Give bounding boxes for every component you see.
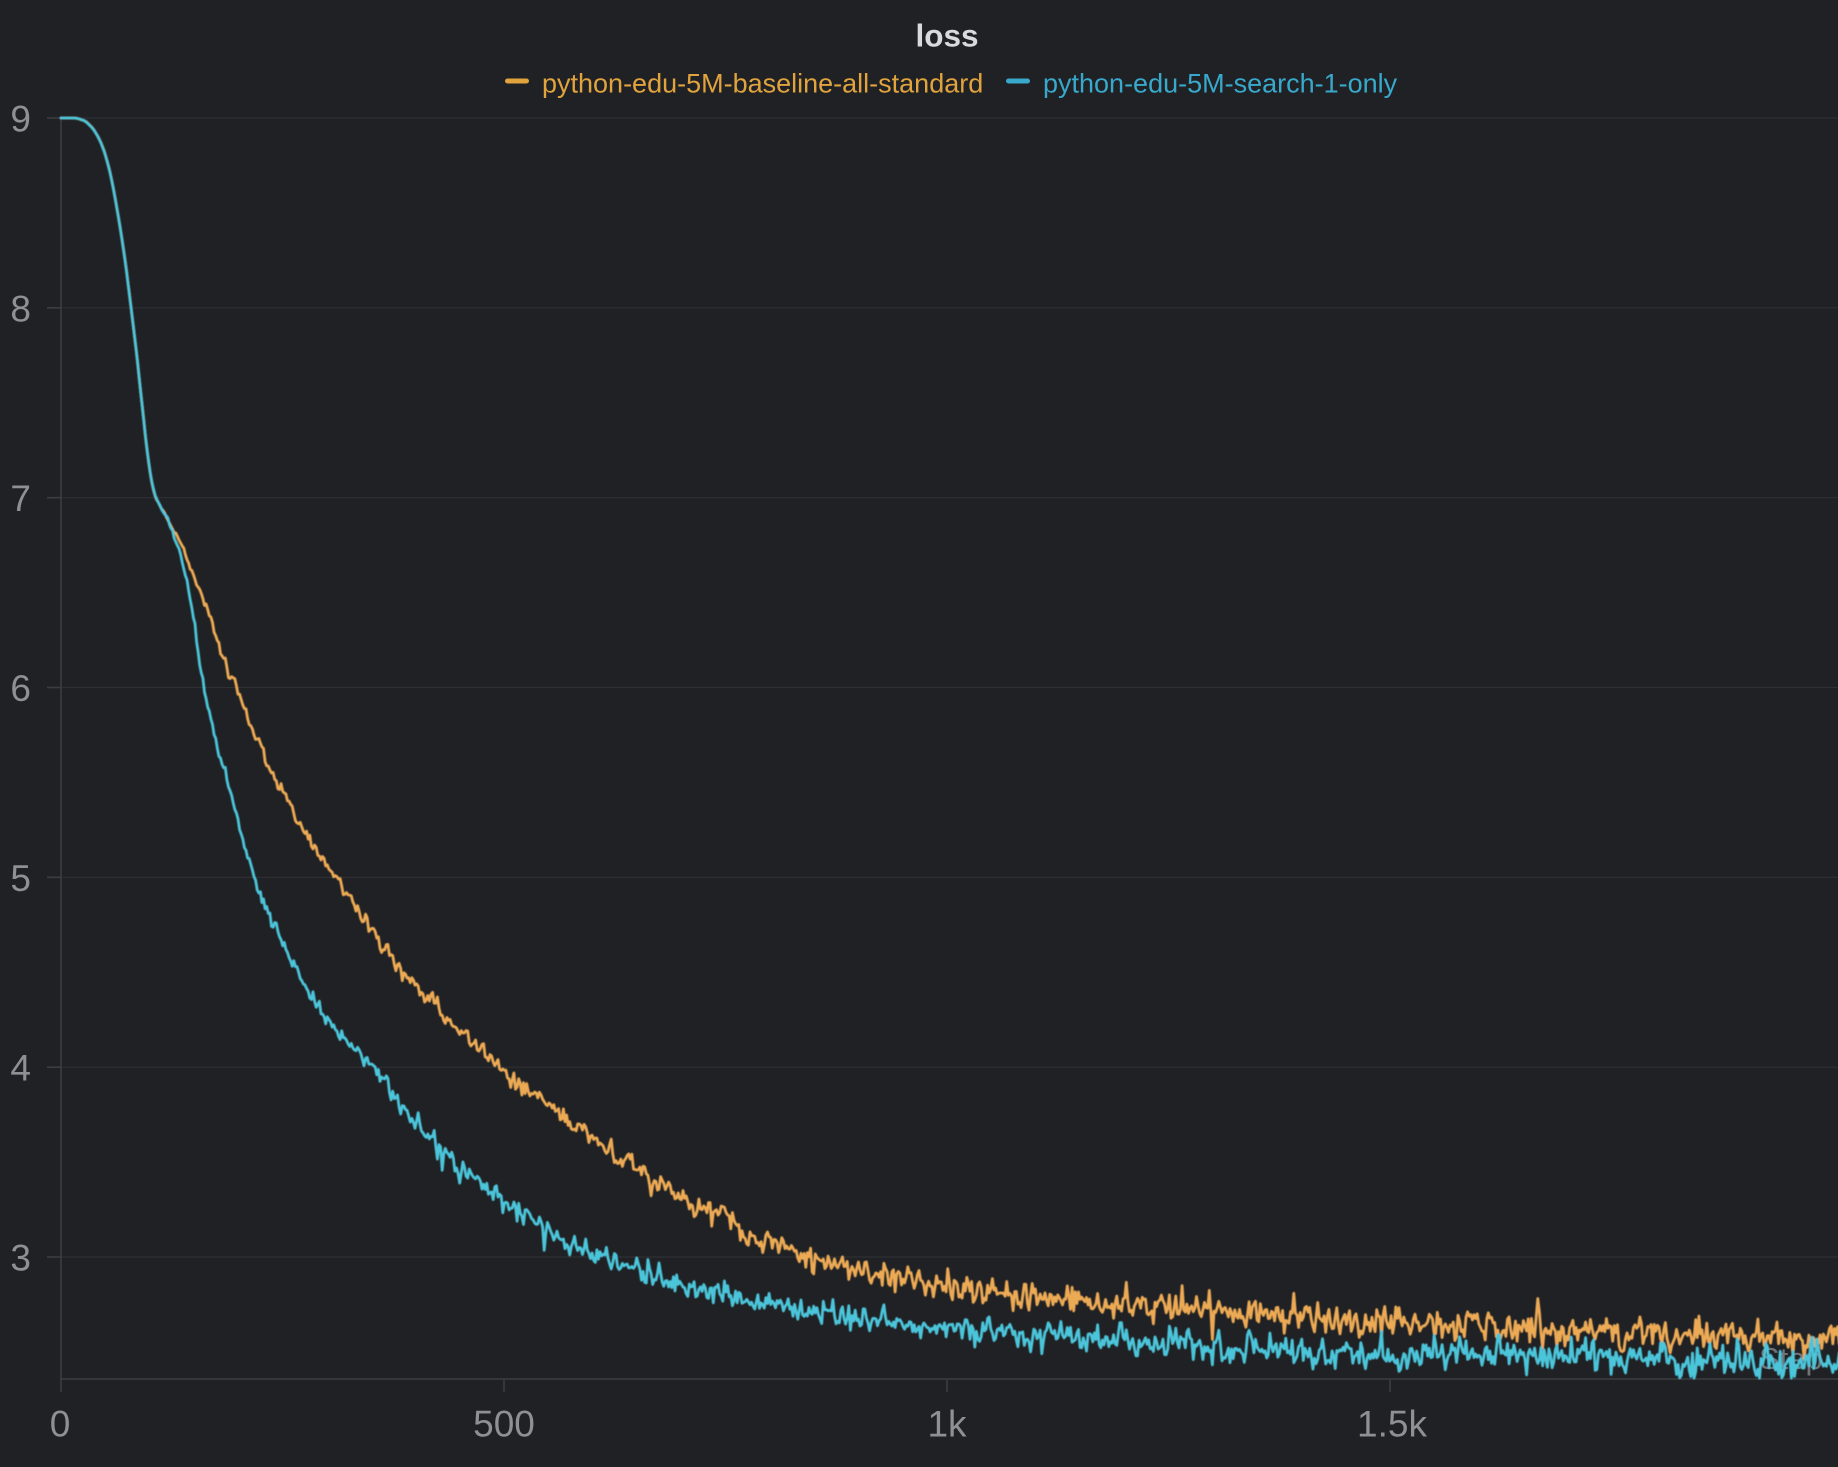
svg-text:4: 4 [10,1048,31,1089]
svg-text:1k: 1k [927,1404,967,1445]
svg-text:python-edu-5M-baseline-all-sta: python-edu-5M-baseline-all-standard [542,69,983,99]
svg-text:1.5k: 1.5k [1357,1404,1427,1445]
svg-text:500: 500 [473,1404,535,1445]
svg-text:9: 9 [10,99,31,140]
svg-text:6: 6 [10,668,31,709]
svg-text:python-edu-5M-search-1-only: python-edu-5M-search-1-only [1043,69,1398,99]
svg-text:3: 3 [10,1238,31,1279]
svg-text:7: 7 [10,478,31,519]
svg-text:loss: loss [915,18,978,54]
svg-text:5: 5 [10,858,31,899]
svg-text:8: 8 [10,288,31,329]
svg-text:0: 0 [50,1404,71,1445]
